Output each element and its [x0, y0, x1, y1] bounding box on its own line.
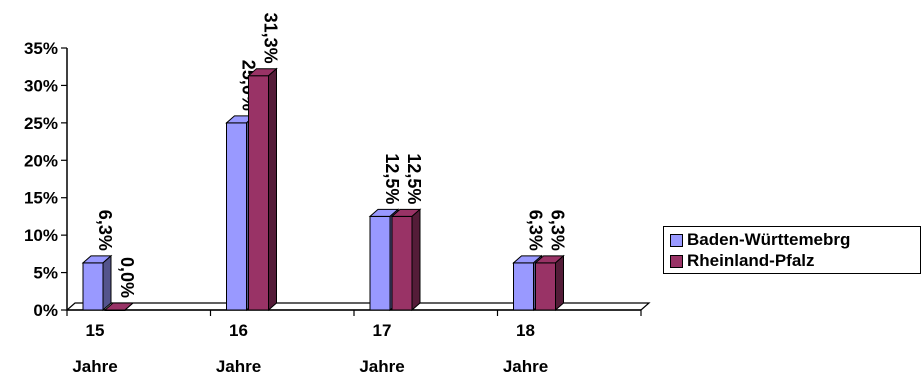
x-category-label: 18 [516, 321, 535, 340]
data-label: 0,0% [117, 257, 137, 298]
y-tick-label: 5% [33, 264, 58, 283]
data-label: 6,3% [526, 210, 546, 251]
bar [369, 215, 391, 311]
bar-side-face [124, 302, 134, 311]
legend-label-baden-wuerttemberg: Baden-Württemebrg [687, 230, 851, 249]
y-tick-label: 35% [24, 39, 58, 58]
bar [82, 262, 104, 311]
bar [248, 75, 269, 311]
x-category-label-line2: Jahre [359, 357, 404, 376]
x-category-label-line2: Jahre [503, 357, 548, 376]
y-tick-label: 15% [24, 189, 58, 208]
y-tick-label: 0% [33, 301, 58, 320]
bar [513, 262, 534, 311]
x-category-label: 17 [373, 321, 392, 340]
bar [391, 215, 413, 311]
legend-swatch-baden-wuerttemberg [670, 233, 683, 247]
x-category-label: 15 [86, 321, 105, 340]
x-category-label: 16 [229, 321, 248, 340]
bar [535, 262, 556, 311]
data-label: 31,3% [261, 13, 281, 64]
data-label: 12,5% [404, 153, 424, 204]
x-category-label-line2: Jahre [72, 357, 117, 376]
legend-label-rheinland-pfalz: Rheinland-Pfalz [687, 251, 815, 270]
legend-item-rheinland-pfalz: Rheinland-Pfalz [670, 250, 815, 272]
bar-side-face [102, 254, 112, 312]
legend-item-baden-wuerttemberg: Baden-Württemebrg [670, 229, 850, 251]
bar-side-face [411, 208, 421, 312]
data-label: 12,5% [382, 153, 402, 204]
bar [226, 122, 247, 311]
y-tick-label: 10% [24, 226, 58, 245]
x-category-label-line2: Jahre [216, 357, 261, 376]
data-label: 6,3% [548, 210, 568, 251]
chart-legend: Baden-Württemebrg Rheinland-Pfalz [663, 226, 921, 274]
bar-side-face [555, 254, 564, 312]
legend-swatch-rheinland-pfalz [670, 254, 683, 268]
data-label: 6,3% [95, 210, 115, 251]
y-tick-label: 20% [24, 151, 58, 170]
y-tick-label: 30% [24, 76, 58, 95]
y-tick-label: 25% [24, 114, 58, 133]
bar-side-face [268, 67, 277, 312]
